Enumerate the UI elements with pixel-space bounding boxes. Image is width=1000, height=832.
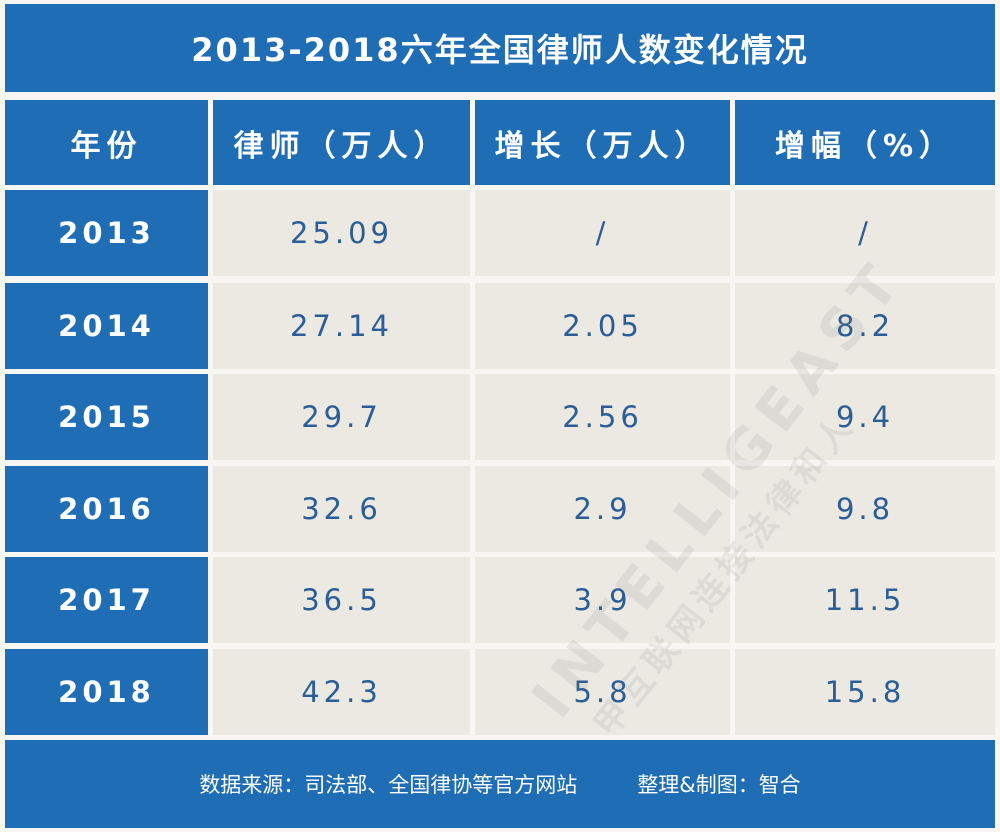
- credit-note: 整理&制图：智合: [637, 773, 801, 797]
- year-cell: 2014: [5, 283, 208, 369]
- year-cell: 2017: [5, 557, 208, 643]
- data-cell: /: [735, 190, 995, 276]
- header-cell: 增长（万人）: [475, 100, 730, 185]
- data-cell: 2.56: [475, 374, 730, 460]
- data-cell: 5.8: [475, 649, 730, 735]
- footer: 数据来源：司法部、全国律协等官方网站 整理&制图：智合: [5, 740, 995, 828]
- data-cell: 25.09: [213, 190, 470, 276]
- header-cell: 增幅（%）: [735, 100, 995, 185]
- data-cell: 8.2: [735, 283, 995, 369]
- data-cell: 36.5: [213, 557, 470, 643]
- header-cell: 律师（万人）: [213, 100, 470, 185]
- data-cell: 27.14: [213, 283, 470, 369]
- data-cell: /: [475, 190, 730, 276]
- data-cell: 32.6: [213, 466, 470, 552]
- data-cell: 29.7: [213, 374, 470, 460]
- data-cell: 42.3: [213, 649, 470, 735]
- title: 2013-2018六年全国律师人数变化情况: [5, 4, 995, 92]
- year-cell: 2013: [5, 190, 208, 276]
- data-cell: 15.8: [735, 649, 995, 735]
- data-cell: 2.9: [475, 466, 730, 552]
- data-cell: 2.05: [475, 283, 730, 369]
- year-cell: 2018: [5, 649, 208, 735]
- data-cell: 9.4: [735, 374, 995, 460]
- data-cell: 3.9: [475, 557, 730, 643]
- year-cell: 2015: [5, 374, 208, 460]
- header-cell: 年份: [5, 100, 208, 185]
- source-note: 数据来源：司法部、全国律协等官方网站: [199, 773, 578, 797]
- year-cell: 2016: [5, 466, 208, 552]
- data-cell: 9.8: [735, 466, 995, 552]
- data-cell: 11.5: [735, 557, 995, 643]
